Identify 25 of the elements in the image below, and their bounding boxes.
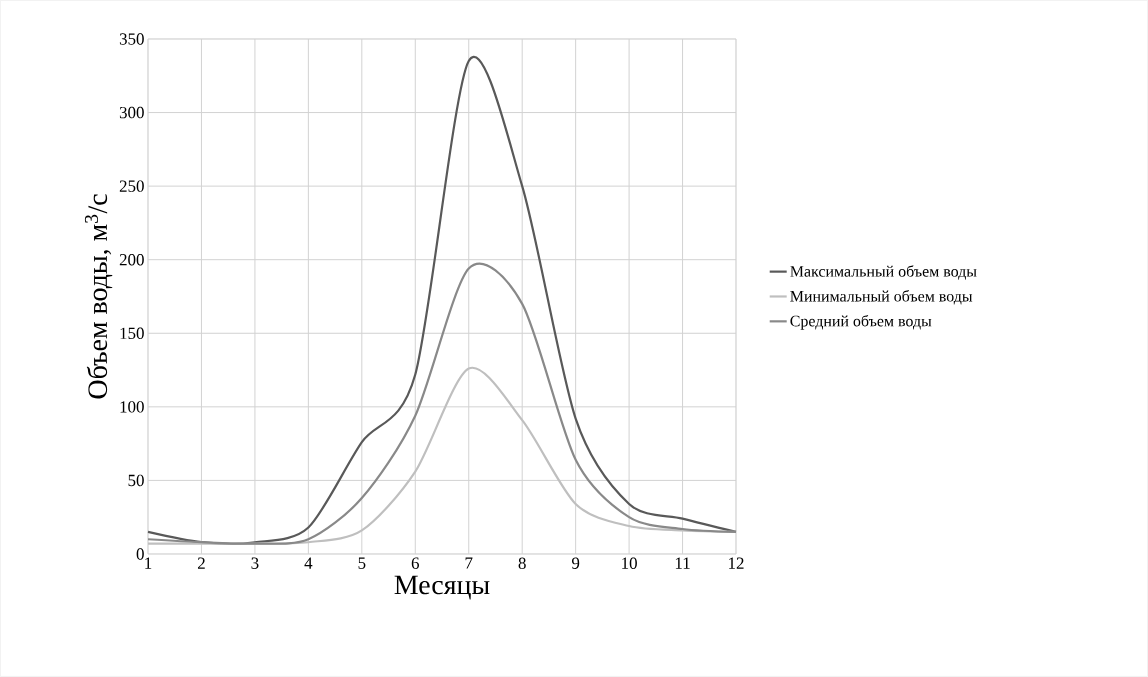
y-tick-label: 250 [119, 180, 144, 192]
y-tick-label: 150 [120, 327, 144, 339]
x-tick-label: 11 [675, 557, 690, 569]
y-tick-label: 300 [119, 106, 144, 119]
y-tick-label: 0 [136, 548, 144, 560]
x-tick-label: 4 [304, 557, 313, 569]
x-tick-label: 12 [729, 557, 744, 569]
x-tick-label: 3 [251, 557, 259, 569]
x-tick-label: 10 [622, 557, 637, 569]
y-axis-title: Объем воды, м$^{3}$/с [84, 194, 113, 399]
x-tick-label: 6 [411, 557, 420, 569]
legend-label: Минимальный объем воды [790, 290, 973, 305]
x-tick-label: 7 [465, 557, 473, 569]
x-tick-label: 5 [358, 557, 366, 569]
x-axis-title: Месяцы [394, 575, 490, 600]
y-tick-label: 350 [119, 33, 144, 45]
y-tick-label: 100 [120, 401, 144, 413]
x-tick-label: 9 [571, 557, 580, 569]
x-tick-label: 2 [197, 557, 205, 569]
x-tick-label: 8 [518, 557, 526, 569]
x-tick-label: 1 [145, 557, 152, 569]
legend-label: Максимальный объем воды [790, 265, 977, 280]
y-tick-label: 200 [119, 253, 144, 266]
legend-label: Средний объем воды [790, 314, 932, 330]
y-tick-label: 50 [128, 474, 144, 487]
